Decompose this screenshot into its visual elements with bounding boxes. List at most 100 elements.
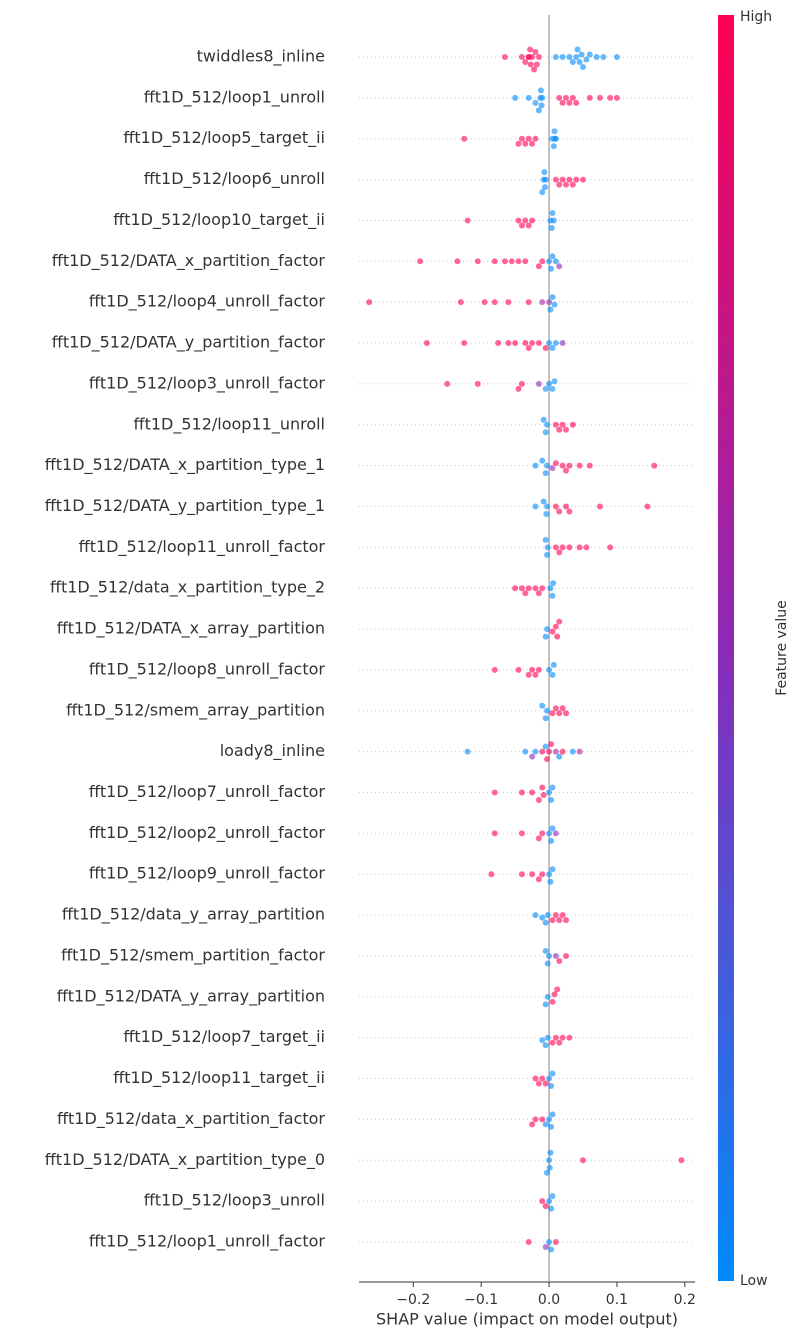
dot	[546, 952, 553, 959]
dot	[535, 1080, 542, 1087]
dot	[542, 1001, 549, 1008]
y-tick-label: fft1D_512/loop11_target_ii	[113, 1068, 325, 1088]
dot	[532, 912, 539, 919]
dot	[546, 258, 553, 265]
dot	[508, 258, 515, 265]
dot	[539, 1116, 546, 1123]
dot	[586, 462, 593, 469]
y-tick-label: fft1D_512/DATA_x_partition_type_0	[45, 1150, 325, 1170]
dot	[559, 176, 566, 183]
dot	[549, 385, 556, 392]
dot	[556, 753, 563, 760]
dot	[552, 830, 559, 837]
y-tick-label: fft1D_512/DATA_x_partition_factor	[52, 251, 326, 271]
x-tick-label: 0.1	[606, 1292, 628, 1308]
dot	[556, 1039, 563, 1046]
dot	[532, 748, 539, 755]
dot	[512, 94, 519, 101]
dot	[556, 618, 563, 625]
dot	[366, 299, 373, 306]
dot	[549, 592, 556, 599]
dot	[569, 94, 576, 101]
y-tick-label: fft1D_512/DATA_y_partition_factor	[52, 333, 326, 353]
dot	[551, 301, 558, 308]
dot	[546, 1075, 553, 1082]
dot	[556, 508, 563, 515]
dot	[583, 544, 590, 551]
dot	[522, 258, 529, 265]
dot	[569, 421, 576, 428]
dot	[544, 756, 551, 763]
dot	[566, 544, 573, 551]
dot	[444, 380, 451, 387]
dot	[569, 748, 576, 755]
dot	[578, 51, 585, 58]
dot	[542, 1121, 549, 1128]
dot	[549, 710, 556, 717]
dot	[549, 628, 556, 635]
dot	[518, 222, 525, 229]
dot	[539, 299, 546, 306]
dot	[518, 135, 525, 142]
dot	[505, 299, 512, 306]
x-tick-label: 0.0	[538, 1292, 560, 1308]
dot	[515, 666, 522, 673]
dot	[539, 258, 546, 265]
dot	[461, 340, 468, 347]
dot	[535, 54, 542, 60]
y-tick-label: fft1D_512/loop3_unroll	[144, 1191, 325, 1211]
dot	[566, 54, 573, 60]
colorbar-label: Feature value	[774, 600, 790, 696]
dot	[547, 585, 554, 592]
y-tick-label: fft1D_512/loop1_unroll_factor	[89, 1232, 326, 1252]
dot	[495, 340, 502, 347]
y-tick-label: fft1D_512/loop3_unroll_factor	[89, 373, 326, 393]
dot	[515, 140, 522, 147]
dot	[464, 217, 471, 224]
dot	[549, 1039, 556, 1046]
dot	[527, 61, 534, 68]
dot	[573, 99, 580, 106]
dot	[537, 87, 544, 94]
dot	[474, 380, 481, 387]
dot	[552, 1034, 559, 1041]
dot	[559, 912, 566, 919]
dot	[549, 253, 556, 260]
dot	[539, 457, 546, 464]
dot	[563, 181, 570, 188]
dot	[542, 919, 549, 926]
dot	[535, 107, 542, 114]
dot	[544, 626, 551, 633]
dot	[542, 1080, 549, 1087]
dot	[556, 549, 563, 556]
dot	[563, 710, 570, 717]
colorbar-low: Low	[740, 1273, 768, 1289]
y-tick-label: fft1D_512/loop7_target_ii	[123, 1027, 325, 1047]
dot	[457, 299, 464, 306]
dot	[461, 135, 468, 142]
dot	[563, 917, 570, 924]
dot	[548, 1083, 555, 1090]
dot	[518, 54, 525, 60]
dot	[576, 59, 583, 65]
dot	[613, 54, 620, 60]
dot	[549, 294, 556, 301]
y-tick-label: fft1D_512/loop7_unroll_factor	[89, 782, 326, 802]
dot	[505, 340, 512, 347]
dot	[549, 671, 556, 678]
y-tick-label: fft1D_512/data_x_partition_factor	[57, 1109, 325, 1129]
dot	[544, 912, 551, 919]
dot	[552, 748, 559, 755]
dot	[525, 299, 532, 306]
dot	[546, 871, 553, 878]
dot	[596, 94, 603, 101]
dot	[613, 94, 620, 101]
dot	[522, 217, 529, 224]
dot	[550, 580, 557, 587]
dot	[525, 1239, 532, 1245]
dot	[532, 135, 539, 142]
dot	[539, 748, 546, 755]
dot	[552, 135, 559, 142]
dot	[529, 871, 536, 878]
